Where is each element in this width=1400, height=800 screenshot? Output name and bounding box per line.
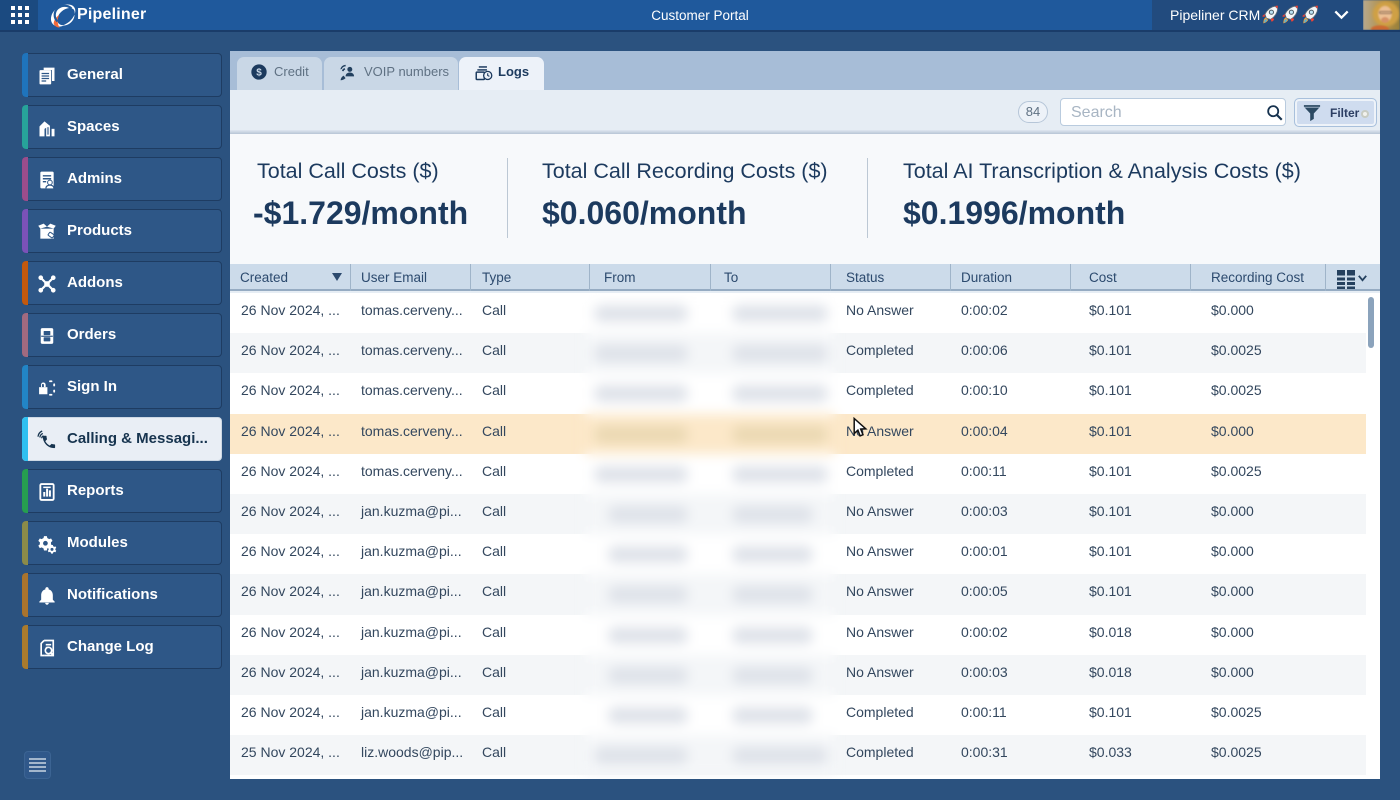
svg-text:$: $: [256, 68, 262, 79]
